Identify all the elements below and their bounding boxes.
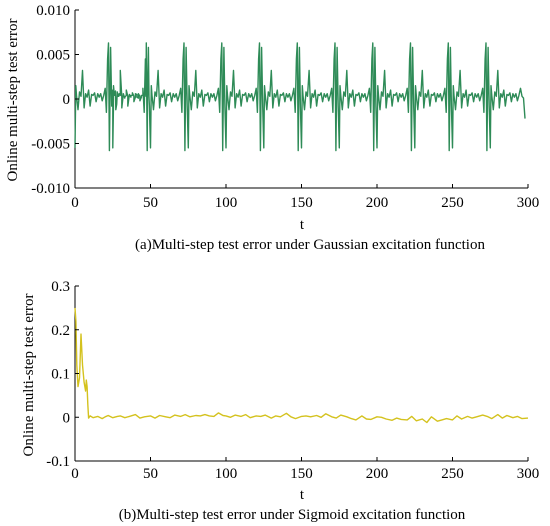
- chart-gaussian: 0 50 100 150 200 250 300 -0.010 -0.005 0 0.005 0.0…: [5, 3, 539, 253]
- x-tick-label: 50: [143, 195, 158, 211]
- x-tick-label: 150: [290, 195, 313, 211]
- x-ticks: 0 50 100 150 200 250 300: [71, 184, 539, 211]
- x-tick-label: 300: [517, 466, 540, 482]
- x-ticks: 0 50 100 150 200 250 300: [71, 457, 539, 482]
- chart-sigmoid: 0 50 100 150 200 250 300 -0.100.10.20.3 t Onli…: [21, 279, 539, 523]
- series-line: [74, 42, 526, 152]
- x-tick-label: 300: [517, 195, 540, 211]
- series-line: [74, 307, 529, 424]
- y-tick-label: 0.3: [51, 279, 70, 295]
- y-tick-label: -0.005: [31, 137, 70, 153]
- y-tick-label: 0: [63, 92, 71, 108]
- y-tick-label: 0.005: [36, 48, 70, 64]
- y-tick-label: 0: [63, 410, 71, 426]
- chart-caption: (b)Multi-step test error under Sigmoid e…: [119, 507, 466, 523]
- plot-frame: [74, 286, 528, 462]
- y-tick-label: 0.010: [36, 3, 70, 19]
- x-tick-label: 200: [366, 195, 389, 211]
- x-tick-label: 200: [366, 466, 389, 482]
- y-ticks: -0.010 -0.005 0 0.005 0.010: [31, 3, 79, 197]
- x-tick-label: 0: [71, 195, 79, 211]
- y-ticks: -0.1 0 0.1 0.2 0.3: [46, 279, 79, 470]
- chart-caption: (a)Multi-step test error under Gaussian …: [135, 237, 485, 253]
- y-tick-label: 0.1: [51, 367, 70, 383]
- y-tick-label: -0.010: [31, 181, 70, 197]
- series-layer: [74, 307, 529, 424]
- y-axis-label: Online multi-step test error: [21, 294, 37, 457]
- x-axis-label: t: [300, 217, 305, 233]
- x-tick-label: 100: [215, 466, 238, 482]
- x-tick-label: 150: [290, 466, 313, 482]
- y-tick-label: -0.1: [46, 454, 70, 470]
- series-layer: [74, 42, 526, 152]
- x-tick-label: 250: [441, 195, 464, 211]
- x-tick-label: 250: [441, 466, 464, 482]
- y-axis-label: Online multi-step test error: [5, 19, 21, 182]
- x-axis-label: t: [300, 487, 305, 503]
- x-tick-label: 100: [215, 195, 238, 211]
- y-tick-label: 0.2: [51, 323, 70, 339]
- x-tick-label: 50: [143, 466, 158, 482]
- x-tick-label: 0: [71, 466, 79, 482]
